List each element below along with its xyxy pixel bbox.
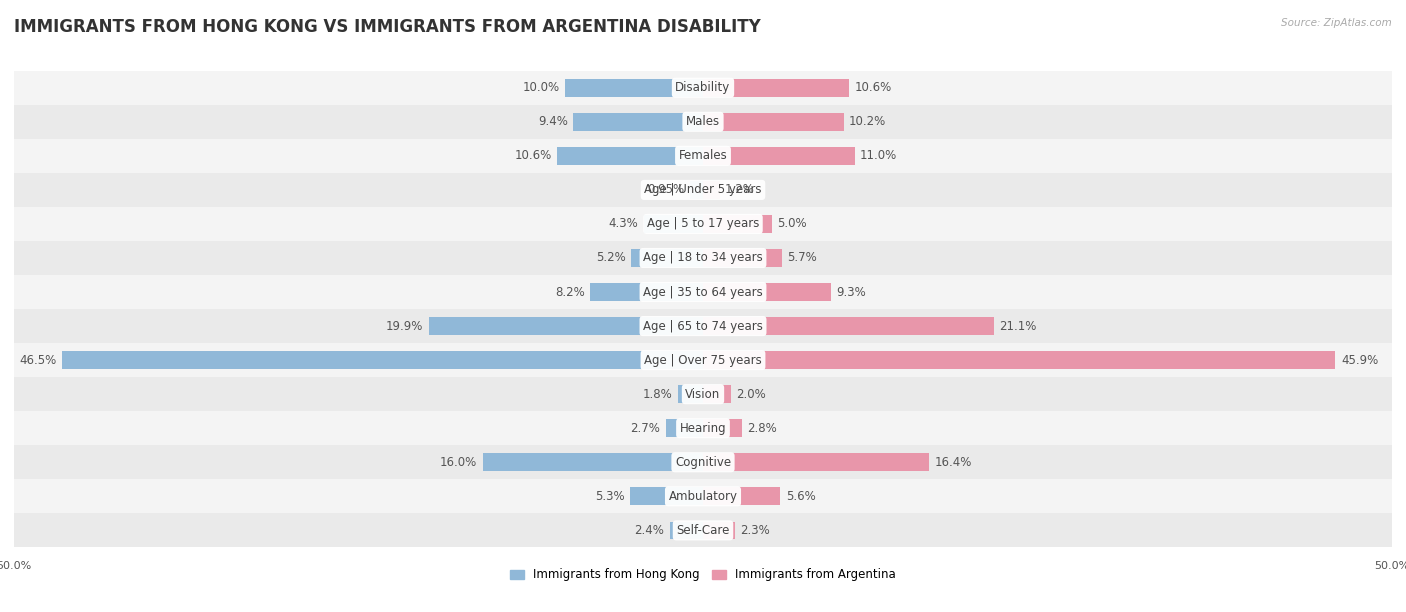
Bar [644, 215, 703, 233]
Text: Males: Males [686, 115, 720, 129]
Text: 1.8%: 1.8% [643, 387, 672, 401]
Bar [703, 283, 831, 301]
Text: 5.6%: 5.6% [786, 490, 815, 503]
Legend: Immigrants from Hong Kong, Immigrants from Argentina: Immigrants from Hong Kong, Immigrants fr… [505, 564, 901, 586]
Text: 8.2%: 8.2% [555, 286, 585, 299]
Text: 16.4%: 16.4% [935, 456, 972, 469]
Text: 2.3%: 2.3% [740, 524, 770, 537]
Text: 9.3%: 9.3% [837, 286, 866, 299]
FancyBboxPatch shape [14, 343, 1392, 377]
Bar [703, 147, 855, 165]
Text: Age | 18 to 34 years: Age | 18 to 34 years [643, 252, 763, 264]
Text: 45.9%: 45.9% [1341, 354, 1378, 367]
Bar [574, 113, 703, 130]
Bar [631, 249, 703, 267]
Text: Disability: Disability [675, 81, 731, 94]
Text: 2.0%: 2.0% [737, 387, 766, 401]
Text: 16.0%: 16.0% [440, 456, 477, 469]
Bar [630, 488, 703, 505]
FancyBboxPatch shape [14, 411, 1392, 446]
Bar [703, 419, 741, 437]
Bar [703, 215, 772, 233]
Text: Vision: Vision [685, 387, 721, 401]
Text: 19.9%: 19.9% [385, 319, 423, 332]
FancyBboxPatch shape [14, 241, 1392, 275]
Text: Age | 65 to 74 years: Age | 65 to 74 years [643, 319, 763, 332]
Bar [591, 283, 703, 301]
Bar [482, 453, 703, 471]
Text: Cognitive: Cognitive [675, 456, 731, 469]
Text: 11.0%: 11.0% [860, 149, 897, 162]
Bar [678, 386, 703, 403]
FancyBboxPatch shape [14, 513, 1392, 547]
Text: 5.0%: 5.0% [778, 217, 807, 231]
Text: Age | Over 75 years: Age | Over 75 years [644, 354, 762, 367]
Text: 2.4%: 2.4% [634, 524, 665, 537]
Bar [557, 147, 703, 165]
Text: Ambulatory: Ambulatory [668, 490, 738, 503]
Text: IMMIGRANTS FROM HONG KONG VS IMMIGRANTS FROM ARGENTINA DISABILITY: IMMIGRANTS FROM HONG KONG VS IMMIGRANTS … [14, 18, 761, 36]
Text: 21.1%: 21.1% [1000, 319, 1036, 332]
Bar [703, 453, 929, 471]
Text: 4.3%: 4.3% [609, 217, 638, 231]
Bar [703, 249, 782, 267]
FancyBboxPatch shape [14, 71, 1392, 105]
Text: 0.95%: 0.95% [647, 184, 685, 196]
FancyBboxPatch shape [14, 309, 1392, 343]
FancyBboxPatch shape [14, 446, 1392, 479]
Bar [703, 181, 720, 199]
FancyBboxPatch shape [14, 377, 1392, 411]
Text: 46.5%: 46.5% [20, 354, 56, 367]
Bar [62, 351, 703, 369]
FancyBboxPatch shape [14, 479, 1392, 513]
Bar [666, 419, 703, 437]
FancyBboxPatch shape [14, 139, 1392, 173]
Bar [565, 79, 703, 97]
FancyBboxPatch shape [14, 173, 1392, 207]
Text: Females: Females [679, 149, 727, 162]
FancyBboxPatch shape [14, 105, 1392, 139]
Text: Age | 5 to 17 years: Age | 5 to 17 years [647, 217, 759, 231]
Text: Age | Under 5 years: Age | Under 5 years [644, 184, 762, 196]
Text: 5.7%: 5.7% [787, 252, 817, 264]
Bar [429, 317, 703, 335]
Text: 1.2%: 1.2% [725, 184, 755, 196]
Text: Age | 35 to 64 years: Age | 35 to 64 years [643, 286, 763, 299]
FancyBboxPatch shape [14, 275, 1392, 309]
FancyBboxPatch shape [14, 207, 1392, 241]
Bar [703, 317, 994, 335]
Bar [669, 521, 703, 539]
Text: Hearing: Hearing [679, 422, 727, 435]
Text: Self-Care: Self-Care [676, 524, 730, 537]
Text: 5.3%: 5.3% [595, 490, 624, 503]
Bar [703, 351, 1336, 369]
Bar [703, 386, 731, 403]
Text: 9.4%: 9.4% [538, 115, 568, 129]
Bar [690, 181, 703, 199]
Text: 10.2%: 10.2% [849, 115, 886, 129]
Text: 10.0%: 10.0% [523, 81, 560, 94]
Bar [703, 488, 780, 505]
Text: 5.2%: 5.2% [596, 252, 626, 264]
Bar [703, 79, 849, 97]
Text: 10.6%: 10.6% [855, 81, 891, 94]
Text: Source: ZipAtlas.com: Source: ZipAtlas.com [1281, 18, 1392, 28]
Bar [703, 113, 844, 130]
Text: 2.8%: 2.8% [747, 422, 778, 435]
Bar [703, 521, 735, 539]
Text: 2.7%: 2.7% [630, 422, 661, 435]
Text: 10.6%: 10.6% [515, 149, 551, 162]
